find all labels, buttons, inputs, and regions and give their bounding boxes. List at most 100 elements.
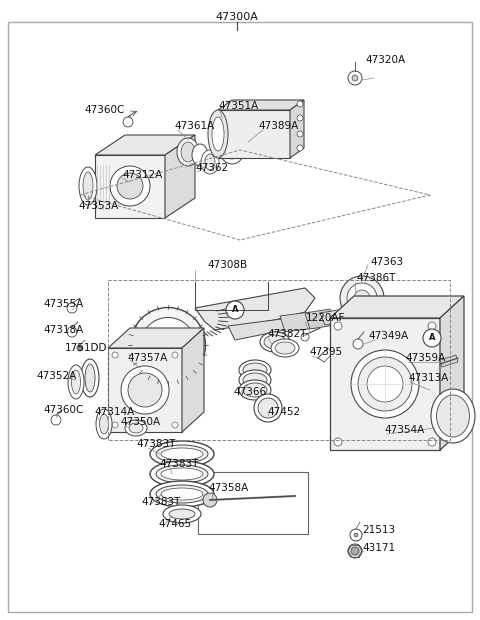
Circle shape — [297, 145, 303, 151]
Ellipse shape — [239, 370, 271, 390]
Text: 47383T: 47383T — [141, 497, 180, 507]
Ellipse shape — [354, 290, 370, 306]
Text: 47360C: 47360C — [43, 405, 84, 415]
Text: A: A — [232, 306, 238, 314]
Polygon shape — [108, 348, 182, 432]
Ellipse shape — [129, 423, 143, 433]
Text: 47308B: 47308B — [208, 260, 248, 270]
Circle shape — [203, 493, 217, 507]
Ellipse shape — [121, 366, 169, 414]
Circle shape — [172, 352, 178, 358]
Ellipse shape — [163, 505, 201, 523]
Ellipse shape — [131, 308, 205, 383]
Ellipse shape — [431, 389, 475, 443]
Text: 47358A: 47358A — [208, 483, 248, 493]
Ellipse shape — [212, 117, 224, 151]
Text: 47465: 47465 — [158, 519, 191, 529]
Ellipse shape — [271, 339, 299, 357]
Ellipse shape — [205, 154, 215, 170]
Ellipse shape — [117, 173, 143, 199]
Text: 47314A: 47314A — [94, 407, 134, 417]
Ellipse shape — [208, 110, 228, 158]
Text: 47312A: 47312A — [122, 170, 162, 180]
Circle shape — [334, 322, 342, 330]
Circle shape — [51, 415, 61, 425]
Ellipse shape — [243, 383, 267, 397]
Ellipse shape — [258, 398, 278, 418]
Circle shape — [297, 115, 303, 121]
Text: 47362: 47362 — [195, 163, 228, 173]
Text: 43171: 43171 — [362, 543, 395, 553]
Circle shape — [348, 544, 362, 558]
Ellipse shape — [243, 373, 267, 387]
Ellipse shape — [254, 394, 282, 422]
Ellipse shape — [169, 509, 195, 519]
Text: 1220AF: 1220AF — [306, 313, 346, 323]
Polygon shape — [440, 296, 464, 450]
Circle shape — [301, 333, 309, 341]
Ellipse shape — [177, 138, 199, 166]
Ellipse shape — [154, 331, 182, 359]
Circle shape — [351, 547, 359, 555]
Ellipse shape — [150, 461, 214, 487]
Ellipse shape — [156, 445, 208, 463]
Circle shape — [350, 529, 362, 541]
Ellipse shape — [275, 342, 295, 354]
Circle shape — [352, 75, 358, 81]
Ellipse shape — [156, 485, 208, 503]
Ellipse shape — [150, 481, 214, 507]
Polygon shape — [218, 100, 304, 110]
Circle shape — [348, 71, 362, 85]
Polygon shape — [320, 308, 355, 325]
Circle shape — [334, 438, 342, 446]
Polygon shape — [440, 355, 458, 367]
Ellipse shape — [96, 409, 112, 439]
Text: 47395: 47395 — [309, 347, 342, 357]
Ellipse shape — [110, 166, 150, 206]
Polygon shape — [305, 309, 335, 329]
Text: 47354A: 47354A — [384, 425, 424, 435]
Circle shape — [172, 422, 178, 428]
Ellipse shape — [224, 137, 240, 159]
Ellipse shape — [85, 364, 95, 392]
Circle shape — [428, 438, 436, 446]
Circle shape — [353, 339, 363, 349]
Ellipse shape — [128, 373, 162, 407]
Ellipse shape — [68, 365, 84, 399]
Ellipse shape — [141, 317, 195, 373]
Ellipse shape — [340, 276, 384, 320]
Text: 47383T: 47383T — [159, 459, 198, 469]
Ellipse shape — [347, 283, 377, 313]
Ellipse shape — [358, 357, 412, 411]
Ellipse shape — [201, 150, 219, 174]
Ellipse shape — [125, 420, 147, 436]
Circle shape — [226, 301, 244, 319]
Circle shape — [67, 327, 77, 337]
Text: 47363: 47363 — [370, 257, 403, 267]
Ellipse shape — [239, 360, 271, 380]
Ellipse shape — [260, 332, 290, 352]
Text: A: A — [429, 334, 435, 342]
Ellipse shape — [161, 488, 203, 500]
Text: 47350A: 47350A — [120, 417, 160, 427]
Text: 47389A: 47389A — [258, 121, 298, 131]
Ellipse shape — [367, 366, 403, 402]
Circle shape — [77, 345, 83, 351]
Text: 47452: 47452 — [267, 407, 300, 417]
Bar — [198, 472, 308, 534]
Text: 1751DD: 1751DD — [65, 343, 108, 353]
Text: 47313A: 47313A — [408, 373, 448, 383]
Text: 47382T: 47382T — [267, 329, 306, 339]
Ellipse shape — [161, 468, 203, 480]
Text: 47360C: 47360C — [84, 105, 125, 115]
Circle shape — [67, 303, 77, 313]
Circle shape — [428, 322, 436, 330]
Text: 47353A: 47353A — [78, 201, 118, 211]
Text: 47355A: 47355A — [43, 299, 83, 309]
Text: 47349A: 47349A — [368, 331, 408, 341]
Text: 47386T: 47386T — [356, 273, 396, 283]
Circle shape — [354, 533, 358, 537]
Ellipse shape — [436, 395, 469, 437]
Ellipse shape — [219, 132, 245, 164]
Ellipse shape — [79, 167, 97, 205]
